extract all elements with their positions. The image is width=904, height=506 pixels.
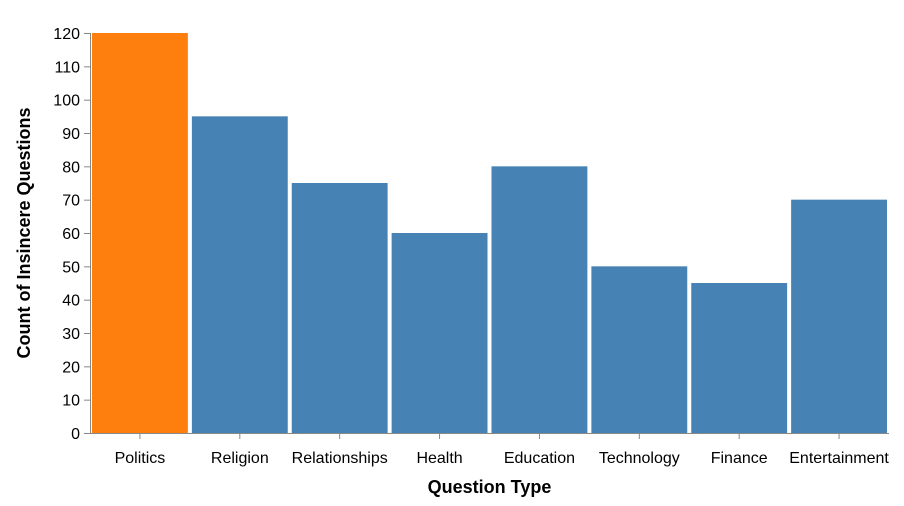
bar-relationships xyxy=(291,183,388,433)
bar-religion xyxy=(191,116,288,433)
y-tick-label: 80 xyxy=(62,159,80,176)
y-tick-label: 100 xyxy=(53,93,80,110)
y-tick-label: 70 xyxy=(62,193,80,210)
y-tick-label: 60 xyxy=(62,226,80,243)
bar-technology xyxy=(591,266,688,433)
x-tick-label: Religion xyxy=(211,450,269,467)
x-tick-label: Entertainment xyxy=(789,450,889,467)
x-tick-label: Technology xyxy=(599,450,680,467)
x-tick-label: Relationships xyxy=(292,450,388,467)
bar-education xyxy=(491,166,588,434)
y-tick-label: 10 xyxy=(62,393,80,410)
y-axis: 0 10 20 30 40 50 60 70 80 90 100 110 120 xyxy=(53,26,91,443)
x-axis: Politics Religion Relationships Health Educa… xyxy=(90,433,889,467)
x-axis-title: Question Type xyxy=(428,477,552,497)
bar-finance xyxy=(691,283,788,433)
y-tick-label: 50 xyxy=(62,259,80,276)
y-tick-label: 0 xyxy=(71,426,80,443)
bars-group xyxy=(92,33,887,434)
y-axis-title: Count of Insincere Questions xyxy=(14,107,34,358)
y-tick-label: 110 xyxy=(54,59,80,76)
x-tick-label: Health xyxy=(416,450,462,467)
x-tick-label: Finance xyxy=(711,450,768,467)
bar-health xyxy=(391,233,488,433)
y-tick-label: 20 xyxy=(62,359,80,376)
x-tick-label: Politics xyxy=(115,450,166,467)
y-tick-label: 90 xyxy=(62,126,80,143)
bar-politics xyxy=(92,33,188,433)
bar-entertainment xyxy=(791,199,887,433)
y-tick-label: 120 xyxy=(53,26,80,43)
x-tick-label: Education xyxy=(504,450,575,467)
y-tick-label: 30 xyxy=(62,326,80,343)
y-tick-label: 40 xyxy=(62,293,80,310)
